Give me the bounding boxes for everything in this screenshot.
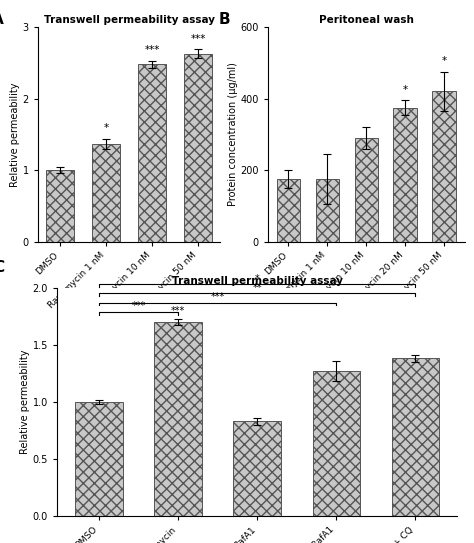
Text: ***: *** — [131, 301, 146, 311]
Text: ***: *** — [191, 34, 206, 44]
Bar — [355, 138, 378, 242]
Text: A: A — [0, 12, 4, 27]
Title: Peritoneal wash: Peritoneal wash — [319, 15, 414, 25]
Bar — [184, 54, 212, 242]
Text: ***: *** — [145, 46, 160, 55]
Y-axis label: Relative permeability: Relative permeability — [20, 350, 30, 454]
Bar — [154, 322, 202, 516]
Text: *: * — [402, 85, 408, 95]
Text: *: * — [103, 123, 109, 134]
Text: ***: *** — [171, 306, 185, 316]
Y-axis label: Protein concentration (μg/ml): Protein concentration (μg/ml) — [228, 62, 237, 206]
Bar — [316, 179, 339, 242]
Text: B: B — [219, 12, 230, 27]
Bar — [92, 144, 120, 242]
Text: C: C — [0, 261, 4, 275]
Title: Transwell permeability assay: Transwell permeability assay — [44, 15, 215, 25]
Y-axis label: Relative permeability: Relative permeability — [10, 82, 20, 187]
Text: **: ** — [252, 283, 262, 293]
Bar — [75, 402, 123, 516]
Bar — [432, 91, 456, 242]
Text: *: * — [441, 56, 447, 66]
Bar — [46, 170, 74, 242]
Bar — [312, 371, 360, 516]
Text: *: * — [255, 274, 260, 284]
Bar — [392, 358, 439, 516]
Bar — [393, 108, 417, 242]
Text: ***: *** — [210, 292, 225, 302]
Bar — [277, 179, 300, 242]
Bar — [138, 64, 166, 242]
Title: Transwell permeability assay: Transwell permeability assay — [172, 276, 343, 286]
Bar — [233, 421, 281, 516]
